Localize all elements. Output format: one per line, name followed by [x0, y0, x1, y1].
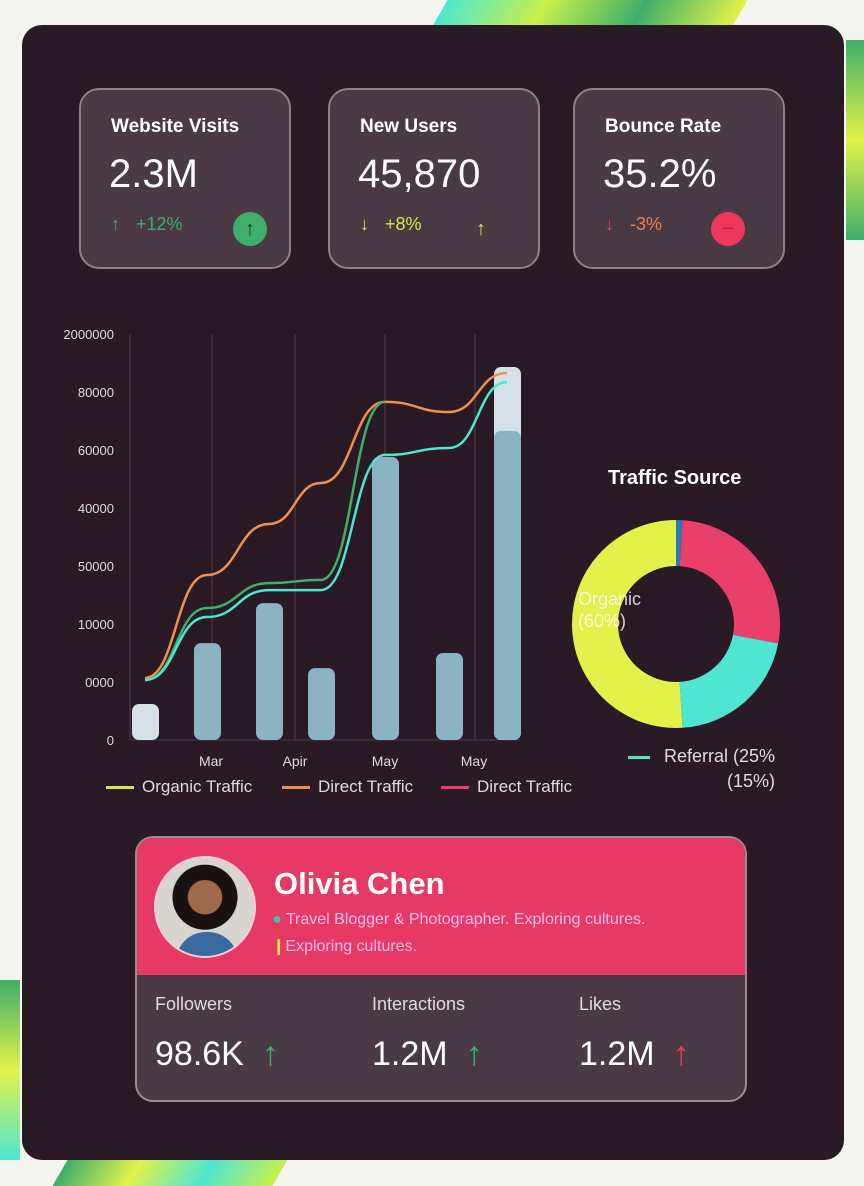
y-tick-label: 10000	[77, 617, 114, 632]
arrow-up-icon: ↑	[476, 217, 486, 240]
traffic-source-donut	[572, 520, 780, 728]
profile-card[interactable]: Olivia Chen ● Travel Blogger & Photograp…	[135, 836, 747, 1102]
stat-value: 98.6K	[155, 1035, 244, 1073]
globe-icon: ●	[272, 911, 282, 928]
arrow-up-circle-icon: ↑	[233, 212, 267, 246]
arrow-down-icon: ↓	[360, 214, 369, 234]
legend-label: Direct Traffic	[477, 777, 573, 796]
legend-swatch	[106, 785, 134, 789]
card-value: 2.3M	[109, 152, 198, 196]
bar	[194, 643, 221, 740]
profile-name: Olivia Chen	[274, 866, 445, 901]
donut-inner-label: Organic (60%)	[578, 589, 642, 631]
bar	[132, 704, 159, 740]
bounce-rate-card[interactable]: Bounce Rate 35.2% ↓ -3% −	[573, 88, 785, 269]
card-value: 35.2%	[603, 152, 717, 196]
decor-stripe	[846, 40, 864, 240]
legend-label: Direct Traffic	[318, 777, 414, 796]
card-title: Website Visits	[111, 116, 240, 137]
legend-swatch	[441, 785, 469, 789]
line-series	[144, 400, 386, 682]
bar	[436, 653, 463, 740]
decor-stripe	[0, 980, 20, 1160]
arrow-up-icon: ↑	[672, 1035, 690, 1073]
y-tick-label: 60000	[77, 443, 114, 458]
arrow-up-icon: ↑	[111, 214, 120, 234]
legend-swatch	[282, 785, 310, 789]
x-tick-label: Mar	[198, 753, 224, 769]
stat-value: 1.2M	[372, 1035, 448, 1073]
decor-stripe	[52, 1160, 288, 1186]
donut-slice	[679, 520, 780, 644]
y-tick-label: 0	[106, 733, 114, 748]
stat-value: 1.2M	[579, 1035, 655, 1073]
legend-label: Referral (25%	[664, 746, 776, 766]
y-tick-label: 50000	[77, 559, 114, 574]
bar	[308, 668, 335, 740]
x-tick-label: Apir	[282, 753, 308, 769]
likes-stat: Likes 1.2M ↑	[579, 994, 690, 1074]
y-tick-label: 80000	[77, 385, 114, 400]
card-change: +8%	[385, 214, 422, 234]
interactions-stat: Interactions 1.2M ↑	[372, 994, 483, 1074]
donut-slice	[679, 634, 779, 728]
stat-label: Interactions	[372, 994, 466, 1014]
card-title: New Users	[360, 116, 458, 137]
minus-circle-icon: −	[711, 212, 745, 246]
y-tick-label: 0000	[85, 675, 114, 690]
legend-sub: (15%)	[727, 771, 776, 791]
profile-bio: Travel Blogger & Photographer. Exploring…	[285, 911, 646, 928]
new-users-card[interactable]: New Users 45,870 ↓ +8% ↑	[328, 88, 540, 269]
legend-swatch	[628, 755, 650, 759]
legend-item: Direct Traffic	[282, 777, 413, 797]
legend-item: Organic Traffic	[106, 777, 252, 797]
card-title: Bounce Rate	[605, 116, 722, 137]
arrow-up-icon: ↑	[465, 1035, 483, 1073]
arrow-up-icon: ↑	[261, 1035, 279, 1073]
arrow-down-icon: ↓	[605, 214, 614, 234]
x-tick-label: May	[371, 753, 399, 769]
legend-label: Organic Traffic	[142, 777, 253, 796]
website-visits-card[interactable]: Website Visits 2.3M ↑ +12% ↑	[79, 88, 291, 269]
traffic-chart	[129, 334, 521, 741]
profile-bio-2: Exploring cultures.	[285, 938, 418, 955]
donut-title: Traffic Source	[608, 467, 742, 489]
x-tick-label: May	[460, 753, 488, 769]
stat-label: Followers	[155, 994, 233, 1014]
card-value: 45,870	[358, 152, 481, 196]
line-series	[144, 371, 508, 680]
bar-inner	[494, 430, 521, 740]
donut-slice	[572, 520, 683, 728]
donut-slice	[676, 520, 683, 567]
card-change: -3%	[630, 214, 663, 234]
stat-label: Likes	[579, 994, 622, 1014]
pin-icon: ❙	[272, 938, 286, 955]
y-tick-label: 2000000	[63, 327, 114, 342]
avatar[interactable]	[154, 856, 256, 958]
bar	[372, 456, 399, 740]
donut-legend: Referral (25% (15%)	[628, 744, 775, 794]
followers-stat: Followers 98.6K ↑	[155, 994, 279, 1074]
bar	[256, 603, 283, 740]
card-change: +12%	[136, 214, 183, 234]
line-series	[144, 380, 508, 682]
legend-item: Direct Traffic	[441, 777, 572, 797]
y-tick-label: 40000	[77, 501, 114, 516]
